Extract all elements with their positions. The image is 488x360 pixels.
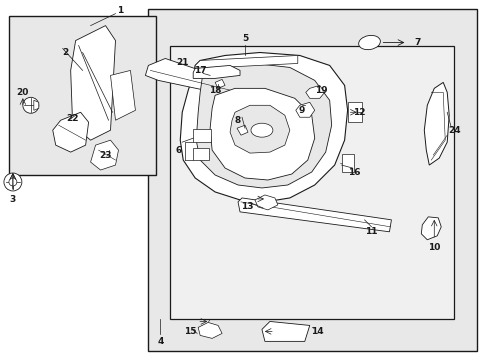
Circle shape bbox=[23, 97, 39, 113]
Text: 18: 18 bbox=[208, 86, 221, 95]
Polygon shape bbox=[229, 105, 289, 153]
Polygon shape bbox=[196, 63, 331, 188]
Text: 8: 8 bbox=[234, 116, 241, 125]
Bar bbox=[170, 45, 453, 319]
Text: 15: 15 bbox=[183, 327, 196, 336]
Text: 12: 12 bbox=[353, 108, 365, 117]
Polygon shape bbox=[110, 71, 135, 120]
Ellipse shape bbox=[250, 123, 272, 137]
Text: 17: 17 bbox=[193, 66, 206, 75]
Text: 22: 22 bbox=[66, 114, 79, 123]
Text: 11: 11 bbox=[365, 227, 377, 236]
Text: 21: 21 bbox=[176, 58, 188, 67]
Polygon shape bbox=[238, 198, 390, 232]
Polygon shape bbox=[215, 80, 224, 88]
Polygon shape bbox=[71, 26, 115, 140]
Polygon shape bbox=[254, 195, 277, 210]
Text: 13: 13 bbox=[240, 202, 253, 211]
Text: 14: 14 bbox=[311, 327, 324, 336]
Polygon shape bbox=[90, 140, 118, 170]
Text: 2: 2 bbox=[62, 48, 69, 57]
Text: 19: 19 bbox=[315, 86, 327, 95]
Polygon shape bbox=[53, 112, 88, 152]
Text: 7: 7 bbox=[413, 38, 420, 47]
Polygon shape bbox=[262, 321, 309, 341]
Bar bbox=[9, 15, 156, 175]
Polygon shape bbox=[34, 100, 39, 110]
Polygon shape bbox=[198, 323, 222, 338]
Polygon shape bbox=[180, 53, 347, 202]
Bar bbox=[193, 148, 209, 160]
Ellipse shape bbox=[358, 35, 380, 50]
Polygon shape bbox=[424, 82, 448, 165]
Text: 24: 24 bbox=[447, 126, 460, 135]
Polygon shape bbox=[195, 55, 297, 71]
Circle shape bbox=[4, 173, 22, 191]
Polygon shape bbox=[145, 58, 264, 102]
Bar bbox=[347, 102, 361, 122]
Text: 4: 4 bbox=[157, 337, 163, 346]
Polygon shape bbox=[210, 88, 314, 180]
Bar bbox=[148, 9, 476, 351]
Polygon shape bbox=[421, 217, 440, 240]
Polygon shape bbox=[305, 85, 324, 98]
Bar bbox=[193, 129, 211, 142]
Text: 3: 3 bbox=[10, 195, 16, 204]
Polygon shape bbox=[237, 125, 247, 135]
Text: 5: 5 bbox=[242, 34, 247, 43]
Polygon shape bbox=[193, 66, 240, 78]
Text: 10: 10 bbox=[427, 243, 440, 252]
Text: 23: 23 bbox=[99, 150, 112, 159]
Polygon shape bbox=[295, 102, 314, 117]
Text: 9: 9 bbox=[298, 106, 305, 115]
Text: 20: 20 bbox=[17, 88, 29, 97]
Text: 6: 6 bbox=[175, 145, 181, 154]
Circle shape bbox=[9, 178, 17, 186]
Bar bbox=[341, 154, 353, 172]
Text: 1: 1 bbox=[117, 6, 123, 15]
Text: 16: 16 bbox=[347, 167, 360, 176]
